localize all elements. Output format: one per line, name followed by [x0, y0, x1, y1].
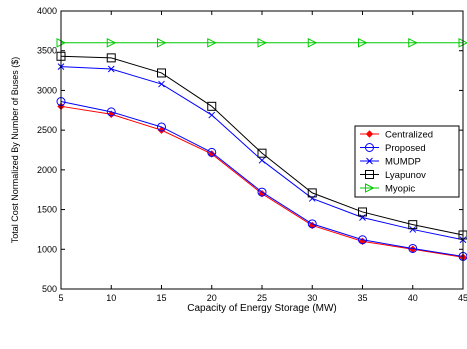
legend-marker-centralized	[365, 130, 374, 138]
y-tick-label: 3000	[37, 85, 57, 95]
data-point-centralized	[258, 189, 266, 198]
data-point-mumdp	[409, 226, 417, 233]
x-tick-label: 5	[58, 293, 63, 303]
data-point-mumdp	[158, 80, 165, 88]
data-point-proposed	[408, 243, 418, 253]
data-point-myopic	[207, 37, 217, 48]
legend-marker-mumdp	[366, 157, 373, 165]
data-point-myopic	[257, 37, 268, 48]
data-point-proposed	[257, 187, 267, 197]
data-point-myopic	[358, 37, 368, 48]
data-point-myopic	[307, 37, 318, 48]
series-mumdp	[57, 63, 467, 244]
legend-label-myopic: Myopic	[385, 184, 415, 195]
series-line-lyapunov	[60, 55, 464, 236]
legend-label-mumdp: MUMDP	[385, 157, 421, 168]
data-point-proposed	[106, 107, 116, 117]
data-point-centralized	[157, 126, 166, 134]
legend-label-proposed: Proposed	[385, 143, 426, 154]
x-tick-label: 25	[257, 293, 267, 303]
data-point-lyapunov	[307, 188, 317, 198]
axis-ticks: 5 10 15 20 25 30 35 40 45 500 1000 1500 2000 2500 3000…	[37, 6, 467, 303]
x-tick-label: 30	[307, 293, 317, 303]
data-point-mumdp	[107, 65, 115, 73]
data-point-lyapunov	[358, 207, 367, 217]
data-point-centralized	[208, 150, 216, 158]
series-line-proposed	[60, 101, 464, 257]
y-tick-label: 2000	[37, 165, 57, 175]
data-point-proposed	[207, 147, 217, 157]
y-tick-label: 500	[42, 284, 57, 294]
legend-item-proposed: Proposed	[360, 143, 426, 154]
x-axis-label: Capacity of Energy Storage (MW)	[187, 303, 337, 314]
x-tick-label: 10	[106, 293, 116, 303]
legend-marker-lyapunov	[365, 170, 374, 179]
legend-item-myopic: Myopic	[360, 183, 415, 195]
legend-marker-myopic	[365, 183, 375, 193]
y-tick-label: 2500	[37, 125, 57, 135]
data-point-myopic	[157, 37, 167, 48]
data-point-myopic	[106, 37, 117, 48]
data-point-myopic	[408, 37, 418, 48]
data-point-mumdp	[308, 195, 316, 202]
legend-item-lyapunov: Lyapunov	[360, 170, 426, 181]
data-point-lyapunov	[157, 68, 166, 78]
x-tick-label: 15	[156, 293, 166, 303]
y-tick-label: 1000	[37, 244, 57, 254]
legend-label-lyapunov: Lyapunov	[385, 170, 426, 181]
x-tick-label: 45	[458, 293, 467, 303]
legend-label-centralized: Centralized	[385, 130, 433, 141]
data-point-proposed	[307, 219, 317, 229]
series-layer	[56, 37, 467, 261]
series-myopic	[56, 37, 467, 48]
x-tick-label: 20	[207, 293, 217, 303]
y-tick-label: 3500	[37, 46, 57, 56]
data-point-mumdp	[208, 111, 216, 119]
data-point-lyapunov	[207, 101, 217, 111]
legend-item-mumdp: MUMDP	[360, 157, 421, 168]
legend-marker-proposed	[365, 143, 374, 152]
legend: Centralized Proposed MUMDP Lyapunov Myopic	[354, 125, 460, 198]
y-tick-label: 4000	[37, 6, 57, 16]
x-tick-label: 40	[408, 293, 418, 303]
data-point-lyapunov	[106, 53, 116, 63]
data-point-proposed	[157, 122, 166, 132]
data-point-lyapunov	[257, 148, 267, 158]
y-tick-label: 1500	[37, 205, 57, 215]
x-tick-label: 35	[357, 293, 367, 303]
data-point-mumdp	[258, 156, 266, 164]
y-axis-label: Total Cost Normalized By Number of Buses…	[10, 57, 20, 244]
legend-item-centralized: Centralized	[360, 130, 433, 141]
data-point-lyapunov	[408, 220, 418, 230]
data-point-proposed	[358, 235, 367, 245]
